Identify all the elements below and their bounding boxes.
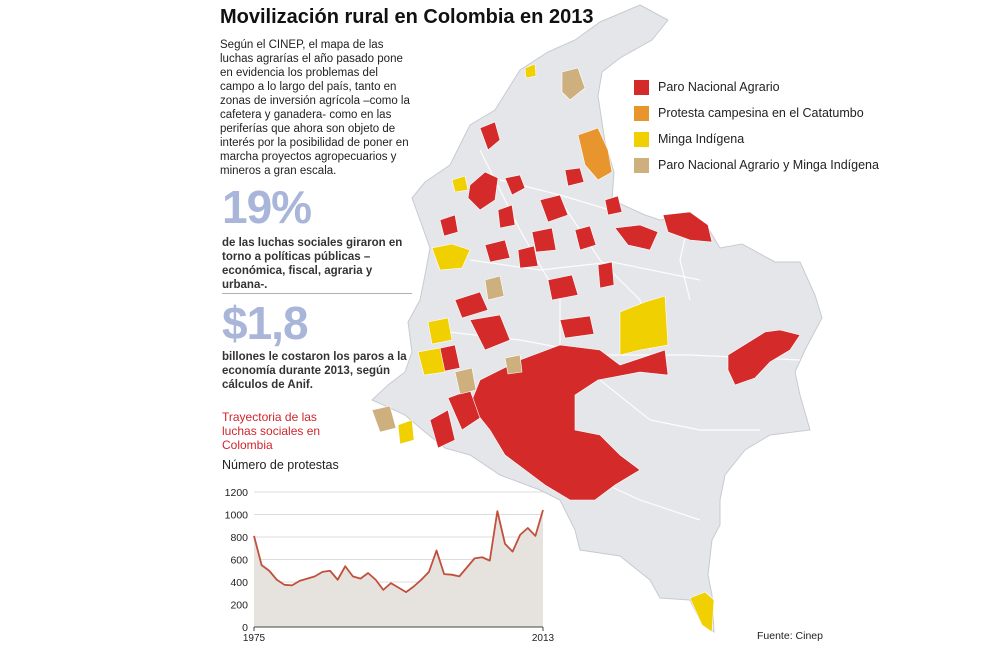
stat-percent-value: 19% [222,181,312,233]
stats-divider [222,293,412,294]
y-tick-label: 1000 [225,510,249,522]
chart-title: Trayectoria de las luchas sociales en Co… [222,410,321,452]
y-tick-label: 400 [230,577,248,589]
regions-paro-nacional-agrario [429,121,801,501]
source-note: Fuente: Cinep [757,630,823,642]
series-line [253,509,544,594]
legend-swatch [634,131,649,147]
legend-item-catatumbo: Protesta campesina en el Catatumbo [634,100,879,126]
y-tick-label: 1200 [225,487,249,499]
map-legend: Paro Nacional Agrario Protesta campesina… [634,74,879,178]
y-tick-label: 600 [230,555,248,567]
legend-swatch [634,105,649,121]
chart-ylabel: Número de protestas [222,458,339,472]
y-tick-label: 200 [230,600,248,612]
x-tick-label: 1975 [243,633,266,644]
intro-paragraph: Según el CINEP, el mapa de las luchas ag… [220,39,410,177]
legend-label: Protesta campesina en el Catatumbo [658,106,864,120]
legend-swatch [634,157,649,173]
protest-trend-chart: 0 200 400 600 800 1000 1200 1975 2013 [225,487,555,644]
x-tick-label: 2013 [532,633,555,644]
stat-percent-text: de las luchas sociales giraron en torno … [222,237,403,291]
page-title: Movilización rural en Colombia en 2013 [220,6,594,28]
legend-swatch [634,79,649,95]
stat-cost-text: billones le costaron los paros a la econ… [222,351,407,391]
legend-label: Minga Indígena [658,132,745,146]
legend-item-paro: Paro Nacional Agrario [634,74,879,100]
series-area [254,510,543,627]
legend-item-minga: Minga Indígena [634,126,879,152]
regions-paro-y-minga [371,67,586,433]
regions-minga-indigena [397,63,715,633]
legend-label: Paro Nacional Agrario y Minga Indígena [658,158,879,172]
legend-label: Paro Nacional Agrario [658,80,780,94]
legend-item-ambos: Paro Nacional Agrario y Minga Indígena [634,152,879,178]
regions-catatumbo [577,127,613,181]
stat-cost-value: $1,8 [222,297,309,349]
y-tick-label: 800 [230,532,248,544]
y-tick-label: 0 [242,622,248,634]
